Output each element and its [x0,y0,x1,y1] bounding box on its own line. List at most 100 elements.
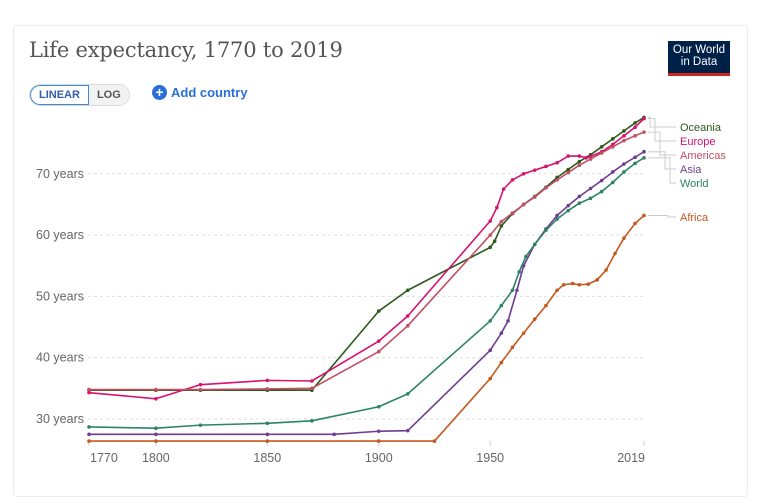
data-point[interactable] [633,155,637,160]
data-point[interactable] [510,288,515,293]
data-point[interactable] [87,425,91,429]
data-point[interactable] [642,130,646,134]
data-point[interactable] [555,178,559,182]
data-point[interactable] [577,159,582,164]
data-point[interactable] [495,205,499,210]
data-point[interactable] [566,208,571,213]
data-point[interactable] [310,379,314,383]
data-point[interactable] [198,423,203,427]
data-point[interactable] [610,145,615,149]
data-point[interactable] [622,129,626,133]
data-point[interactable] [566,154,571,158]
data-point[interactable] [154,432,158,437]
data-point[interactable] [642,116,646,121]
data-point[interactable] [613,251,617,256]
legend-label-asia[interactable]: Asia [680,164,702,176]
data-point[interactable] [332,432,336,437]
data-point[interactable] [642,149,646,154]
data-point[interactable] [265,439,270,443]
scale-log-button[interactable]: LOG [88,85,129,105]
data-point[interactable] [506,319,510,323]
data-point[interactable] [376,309,381,313]
data-point[interactable] [577,154,582,158]
data-point[interactable] [376,349,381,354]
data-point[interactable] [610,180,615,185]
series-line-europe[interactable] [88,118,645,400]
data-point[interactable] [376,429,381,434]
data-point[interactable] [265,432,270,437]
data-point[interactable] [610,137,615,141]
data-point[interactable] [633,221,637,226]
data-point[interactable] [87,387,91,392]
data-point[interactable] [622,138,626,143]
series-line-africa[interactable] [89,214,645,442]
data-point[interactable] [499,303,504,308]
data-point[interactable] [87,439,91,443]
data-point[interactable] [521,331,526,335]
data-point[interactable] [599,178,604,183]
data-point[interactable] [532,242,537,247]
data-point[interactable] [599,189,604,194]
data-point[interactable] [405,324,410,328]
data-point[interactable] [622,170,626,174]
data-point[interactable] [376,339,381,343]
data-point[interactable] [515,288,519,293]
data-point[interactable] [570,281,575,286]
data-point[interactable] [544,164,548,169]
data-point[interactable] [310,386,314,391]
data-point[interactable] [524,254,528,259]
data-point[interactable] [555,288,559,293]
data-point[interactable] [405,428,410,433]
legend-label-europe[interactable]: Europe [680,136,715,148]
data-point[interactable] [510,345,515,350]
data-point[interactable] [405,314,410,318]
data-point[interactable] [532,168,537,172]
data-point[interactable] [566,170,571,175]
data-point[interactable] [499,224,504,228]
data-point[interactable] [633,133,637,138]
data-point[interactable] [633,121,637,125]
data-point[interactable] [265,387,270,391]
data-point[interactable] [488,245,493,250]
data-point[interactable] [492,239,497,244]
data-point[interactable] [577,194,582,199]
data-point[interactable] [622,162,626,166]
data-point[interactable] [577,282,582,287]
data-point[interactable] [566,167,571,172]
data-point[interactable] [599,151,604,155]
data-point[interactable] [154,439,158,443]
data-point[interactable] [488,348,493,353]
data-point[interactable] [633,125,637,130]
data-point[interactable] [622,236,626,240]
data-point[interactable] [633,161,637,166]
data-point[interactable] [405,288,410,293]
data-point[interactable] [642,156,646,160]
data-point[interactable] [555,213,559,218]
series-line-asia[interactable] [89,151,645,436]
data-point[interactable] [488,219,493,223]
data-point[interactable] [599,145,604,149]
data-point[interactable] [499,360,504,365]
legend-label-oceania[interactable]: Oceania [680,122,722,134]
owid-logo[interactable]: Our World in Data [668,41,730,76]
data-point[interactable] [555,160,559,165]
data-point[interactable] [510,178,515,182]
data-point[interactable] [488,233,493,237]
data-point[interactable] [561,282,566,287]
data-point[interactable] [499,331,504,335]
data-point[interactable] [87,432,91,437]
data-point[interactable] [501,187,506,191]
data-point[interactable] [610,170,615,174]
data-point[interactable] [595,278,599,282]
legend-label-africa[interactable]: Africa [680,212,709,224]
scale-linear-button[interactable]: LINEAR [30,85,89,105]
legend-label-americas[interactable]: Americas [680,150,726,162]
data-point[interactable] [586,282,591,286]
data-point[interactable] [544,303,548,308]
data-point[interactable] [532,195,537,199]
data-point[interactable] [521,172,526,176]
data-point[interactable] [588,157,593,161]
data-point[interactable] [376,404,381,409]
series-line-world[interactable] [88,157,645,429]
data-point[interactable] [604,268,608,272]
